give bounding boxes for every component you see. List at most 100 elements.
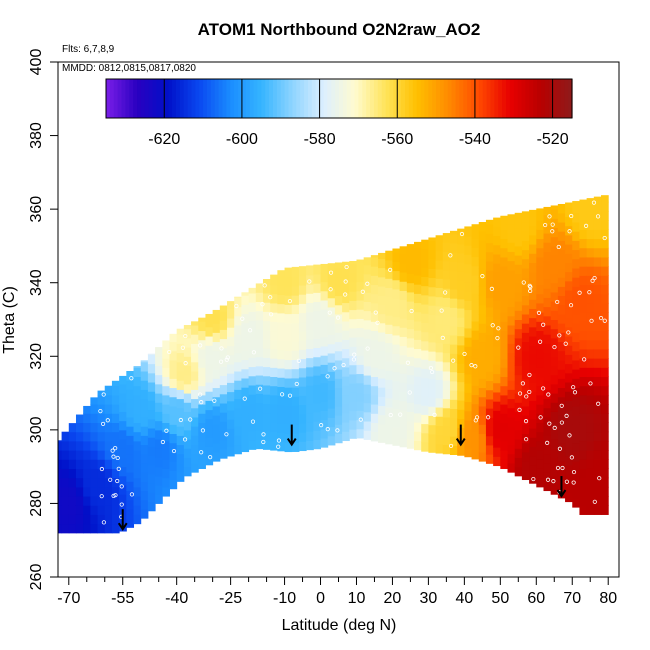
heatmap-cell	[536, 256, 544, 267]
colorbar-ticks: -620 -600 -580 -560 -540 -520	[148, 79, 569, 148]
heatmap-cell	[385, 351, 393, 362]
observation-point	[550, 222, 555, 227]
heatmap-cell	[313, 439, 322, 450]
heatmap-cell	[133, 394, 142, 405]
heatmap-cell	[464, 447, 473, 458]
observation-point	[569, 213, 574, 219]
heatmap-cell	[514, 420, 523, 431]
colorbar-segment	[564, 79, 569, 118]
heatmap-cell	[507, 361, 516, 372]
heatmap-cell	[262, 329, 271, 340]
heatmap-cell	[579, 199, 588, 203]
heatmap-cell	[320, 290, 329, 301]
heatmap-cell	[126, 453, 135, 464]
heatmap-cell	[485, 343, 494, 354]
heatmap-cell	[104, 422, 113, 433]
heatmap-cell	[255, 301, 264, 312]
heatmap-cell	[529, 400, 537, 411]
heatmap-cell	[601, 321, 609, 332]
heatmap-cell	[262, 394, 271, 404]
colorbar-segment	[424, 79, 429, 118]
observation-point	[469, 363, 474, 368]
heatmap-cell	[277, 432, 286, 443]
heatmap-cell	[90, 431, 99, 442]
heatmap-cell	[306, 357, 314, 368]
heatmap-cell	[428, 378, 437, 389]
heatmap-cell	[284, 368, 293, 379]
heatmap-cell	[176, 398, 185, 409]
observation-point	[287, 299, 293, 304]
heatmap-cell	[421, 248, 429, 259]
heatmap-cell	[119, 503, 127, 514]
heatmap-cell	[514, 356, 523, 366]
observation-point	[552, 425, 557, 430]
heatmap-cell	[536, 321, 544, 332]
heatmap-cell	[140, 407, 149, 418]
heatmap-cell	[572, 304, 580, 315]
heatmap-cell	[90, 440, 99, 451]
heatmap-cell	[126, 407, 135, 418]
heatmap-cell	[176, 328, 185, 335]
heatmap-cell	[414, 366, 422, 377]
heatmap-cell	[61, 477, 70, 488]
observation-point	[551, 479, 556, 484]
heatmap-cell	[306, 440, 314, 451]
heatmap-cell	[428, 240, 437, 251]
heatmap-cell	[601, 459, 609, 469]
heatmap-cell	[493, 300, 501, 310]
heatmap-cell	[557, 405, 566, 416]
observation-point	[448, 443, 454, 449]
heatmap-cell	[414, 422, 422, 432]
heatmap-cell	[183, 448, 192, 458]
heatmap-cell	[212, 341, 221, 352]
heatmap-cell	[248, 357, 257, 368]
heatmap-cell	[485, 316, 494, 326]
heatmap-cell	[593, 321, 602, 332]
heatmap-cell	[485, 219, 494, 225]
heatmap-cell	[586, 496, 595, 506]
heatmap-cell	[111, 496, 120, 506]
heatmap-cell	[399, 373, 408, 383]
heatmap-cell	[270, 440, 278, 451]
heatmap-cell	[478, 295, 487, 306]
heatmap-cell	[471, 274, 480, 285]
heatmap-cell	[565, 299, 573, 309]
heatmap-cell	[270, 330, 278, 341]
observation-point	[543, 222, 548, 228]
x-axis-title: Latitude (deg N)	[282, 617, 397, 634]
colorbar-segment	[272, 79, 278, 118]
heatmap-cell	[442, 380, 451, 390]
heatmap-cell	[601, 505, 609, 515]
heatmap-cell	[385, 305, 393, 316]
heatmap-cell	[593, 247, 602, 258]
heatmap-cell	[277, 358, 286, 369]
heatmap-cell	[284, 387, 293, 397]
heatmap-cell	[593, 229, 602, 240]
heatmap-cell	[550, 227, 559, 238]
heatmap-cell	[248, 311, 257, 322]
colorbar-segment	[401, 79, 406, 118]
heatmap-cell	[198, 385, 206, 396]
heatmap-cell	[313, 273, 322, 284]
heatmap-cell	[126, 426, 135, 436]
heatmap-cell	[493, 217, 501, 227]
heatmap-cell	[147, 418, 156, 429]
heatmap-cell	[493, 382, 501, 393]
heatmap-cell	[579, 312, 588, 322]
heatmap-cell	[601, 450, 609, 460]
heatmap-cell	[500, 385, 509, 396]
x-tick-label: 70	[563, 590, 581, 607]
heatmap-cell	[399, 318, 408, 328]
heatmap-cell	[428, 277, 437, 288]
observation-point	[332, 366, 337, 371]
heatmap-cell	[298, 441, 307, 452]
heatmap-cell	[457, 280, 465, 291]
heatmap-cell	[356, 364, 365, 375]
heatmap-cell	[255, 319, 264, 330]
heatmap-cell	[550, 209, 559, 219]
colorbar-segment	[556, 79, 561, 118]
heatmap-cell	[75, 468, 84, 479]
heatmap-cell	[133, 486, 142, 497]
heatmap-cell	[392, 270, 401, 281]
